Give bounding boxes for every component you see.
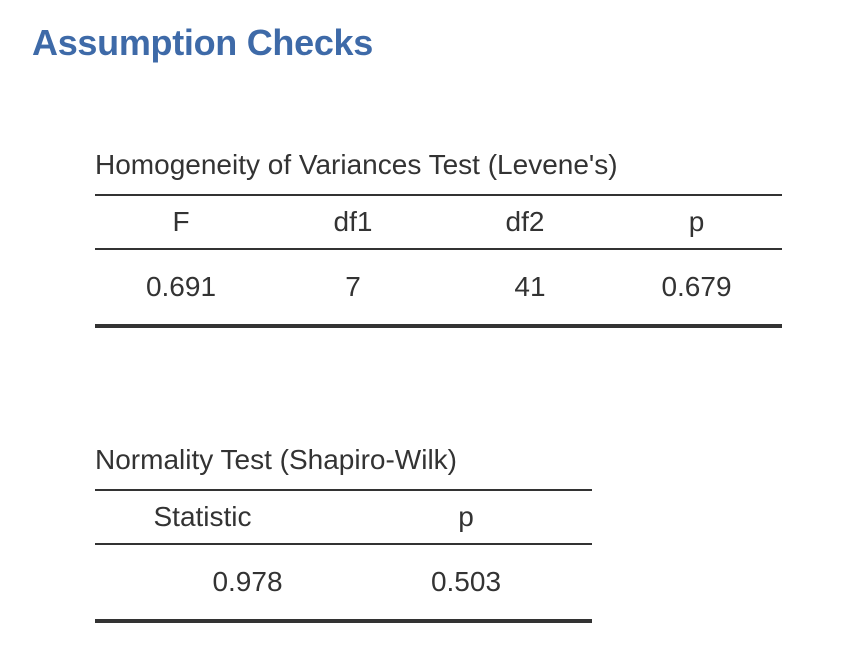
shapiro-cell-statistic: 0.978	[212, 566, 283, 597]
levene-col-header-df1: df1	[333, 206, 373, 237]
shapiro-header-row: Statistic p	[95, 490, 592, 544]
levene-table-title: Homogeneity of Variances Test (Levene's)	[95, 149, 618, 180]
levene-cell-df1: 7	[345, 271, 361, 302]
shapiro-test-table-block: Normality Test (Shapiro-Wilk) Statistic …	[95, 443, 592, 623]
page-title: Assumption Checks	[32, 22, 373, 63]
levene-table: F df1 df2 p 0.691 7 41 0.679	[95, 194, 782, 328]
levene-cell-f: 0.691	[145, 271, 217, 302]
levene-col-header-f: F	[172, 206, 190, 237]
shapiro-col-header-p: p	[458, 501, 474, 532]
levene-col-header-p: p	[688, 206, 705, 237]
shapiro-table-title: Normality Test (Shapiro-Wilk)	[95, 444, 457, 475]
levene-cell-p: 0.679	[661, 271, 732, 302]
levene-col-header-df2: df2	[505, 206, 545, 237]
table-row: 0.978 0.503	[95, 544, 592, 621]
table-row: 0.691 7 41 0.679	[95, 249, 782, 326]
shapiro-table: Statistic p 0.978 0.503	[95, 489, 592, 623]
levene-test-table-block: Homogeneity of Variances Test (Levene's)…	[95, 148, 782, 328]
shapiro-col-header-statistic: Statistic	[153, 501, 252, 532]
shapiro-cell-p: 0.503	[430, 566, 502, 597]
levene-cell-df2: 41	[514, 271, 546, 302]
levene-header-row: F df1 df2 p	[95, 195, 782, 249]
